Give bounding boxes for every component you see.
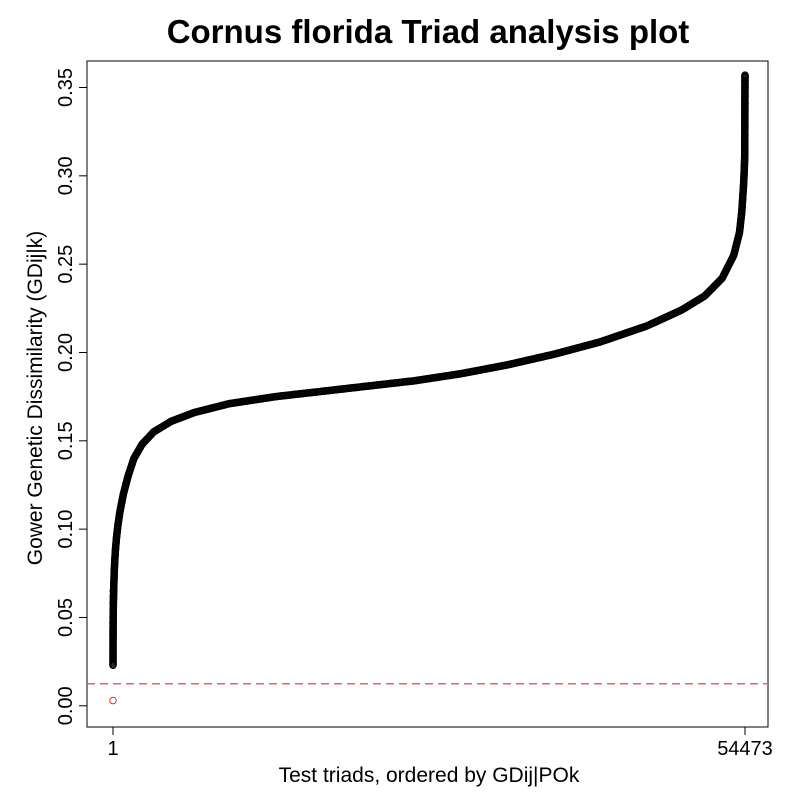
y-tick-label: 0.35 — [55, 68, 77, 107]
y-axis: 0.00 0.05 0.10 0.15 0.20 0.25 0.30 0.35 — [55, 68, 87, 725]
data-point — [741, 122, 749, 131]
y-tick-label: 0.30 — [55, 156, 77, 195]
y-tick-label: 0.10 — [55, 510, 77, 549]
highlighted-point — [109, 696, 117, 705]
data-point — [109, 592, 118, 601]
data-point — [741, 92, 749, 101]
data-point — [741, 76, 749, 85]
x-axis: 1 54473 — [107, 727, 773, 760]
x-tick-label: 54473 — [717, 738, 773, 760]
y-tick-label: 0.15 — [55, 421, 77, 460]
data-point — [109, 618, 117, 627]
data-points — [109, 71, 749, 669]
y-tick-label: 0.25 — [55, 245, 77, 284]
data-point — [109, 631, 117, 639]
data-point — [109, 587, 118, 595]
y-tick-label: 0.00 — [55, 686, 77, 725]
chart-title: Cornus florida Triad analysis plot — [167, 13, 690, 50]
plot-frame — [86, 60, 769, 728]
data-point — [109, 627, 117, 636]
y-tick-label: 0.20 — [55, 333, 77, 372]
x-tick-label: 1 — [107, 738, 118, 760]
data-point — [741, 73, 749, 81]
data-point — [109, 613, 117, 622]
data-point — [741, 136, 749, 145]
data-point — [109, 604, 117, 613]
y-tick-label: 0.05 — [55, 598, 77, 637]
x-axis-label: Test triads, ordered by GDij|POk — [279, 764, 580, 787]
y-axis-label: Gower Genetic Dissimilarity (GDij|k) — [24, 231, 47, 566]
data-point — [741, 131, 749, 139]
